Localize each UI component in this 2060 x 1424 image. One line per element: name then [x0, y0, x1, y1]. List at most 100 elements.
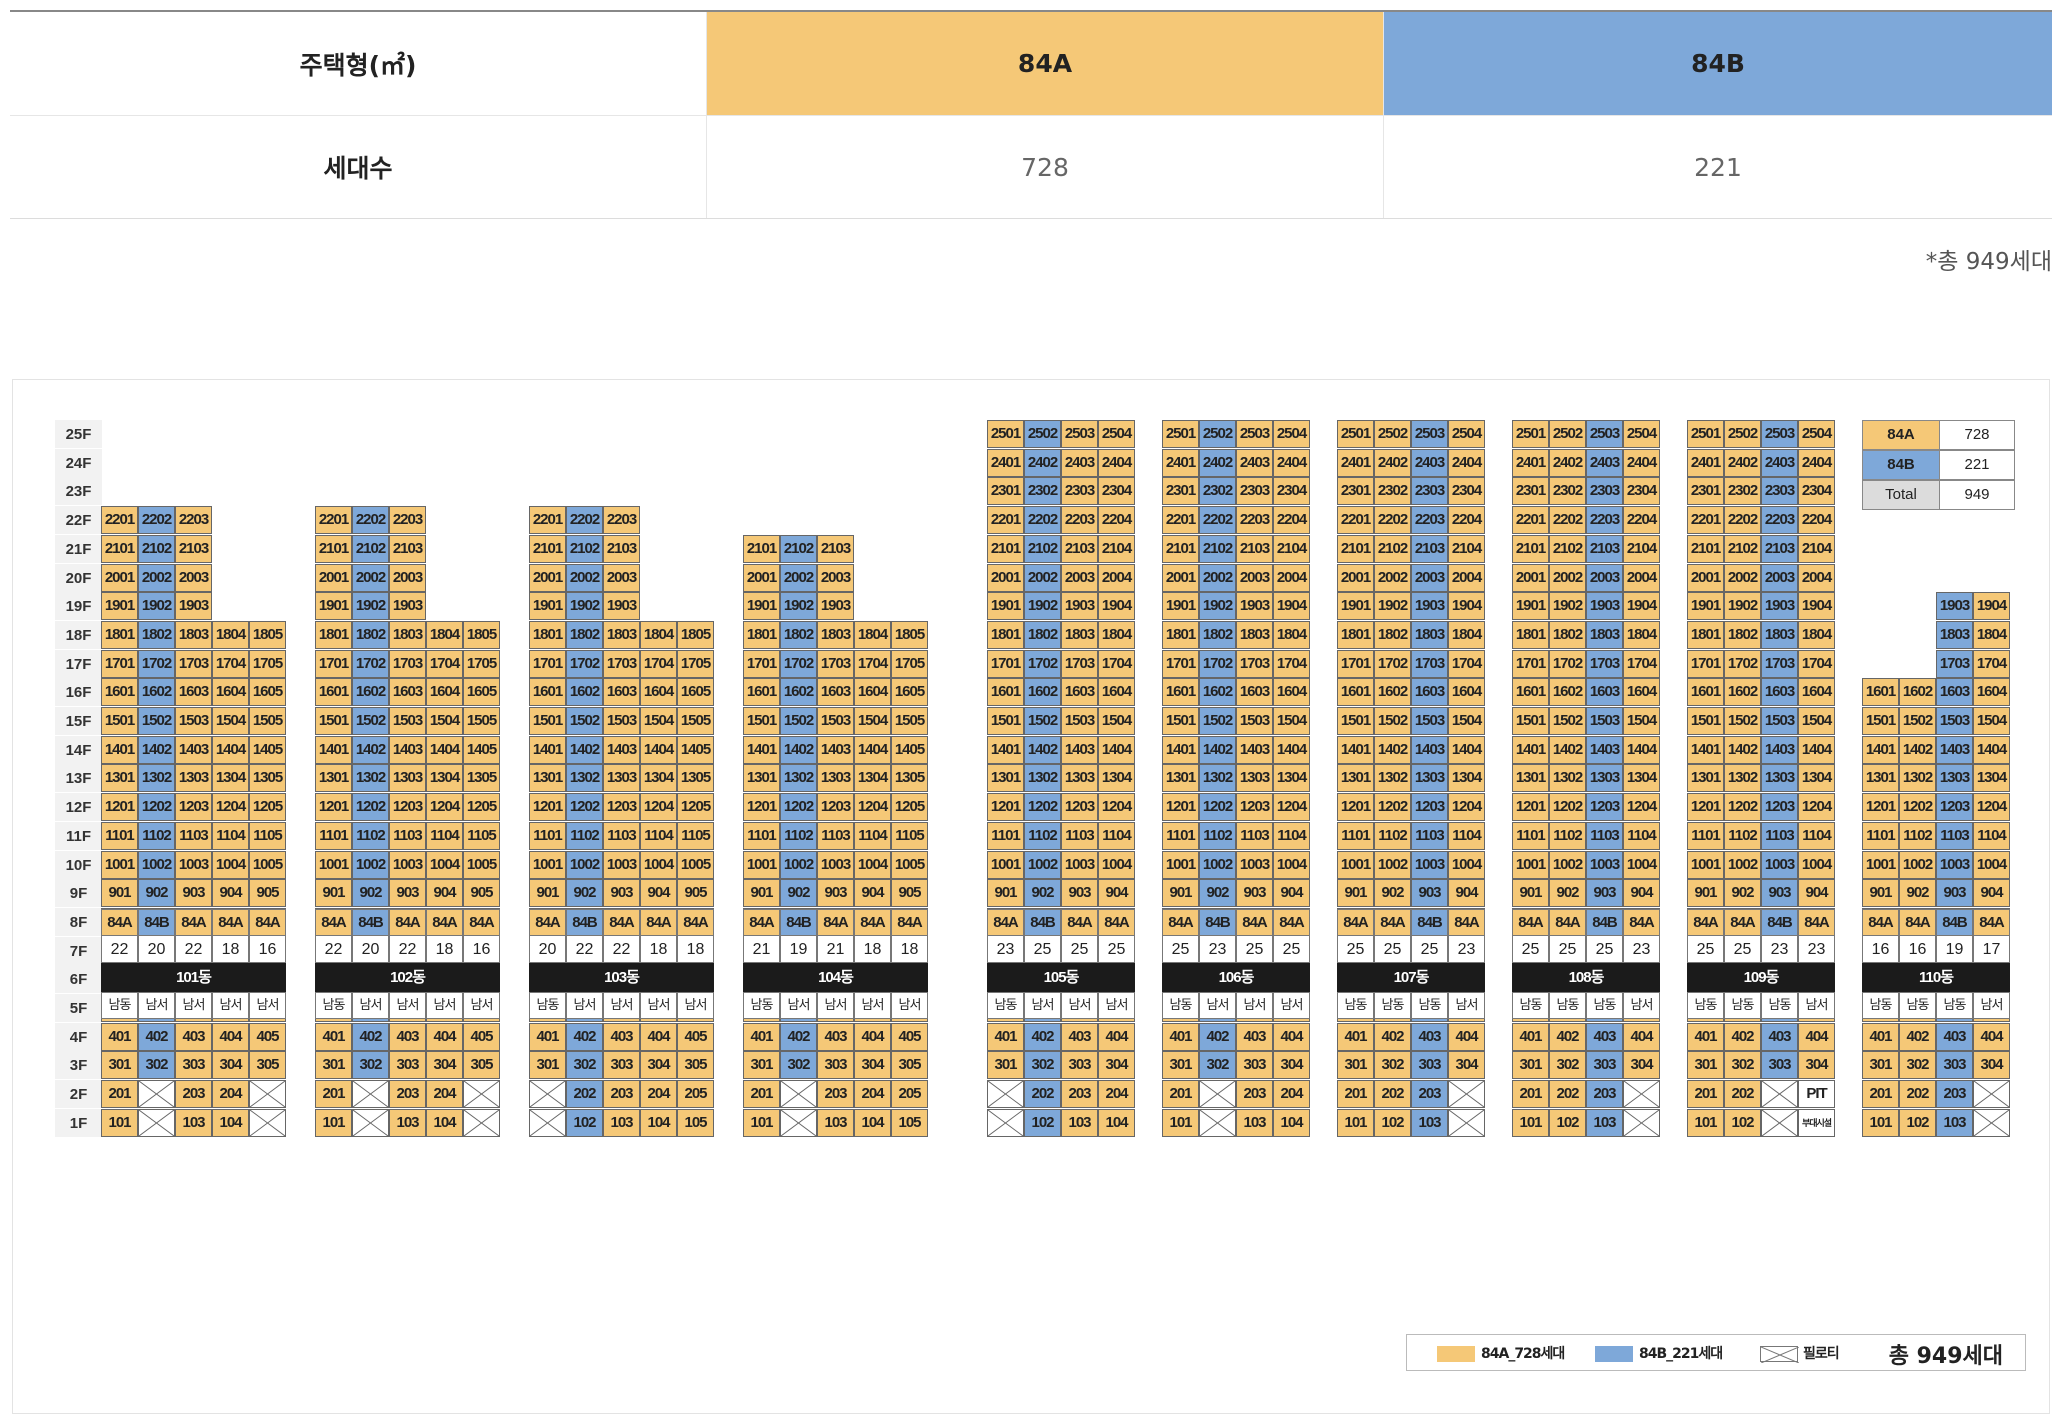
- unit-cell: 1701: [987, 649, 1024, 678]
- legend-piloti-label: 필로티: [1803, 1346, 1840, 1362]
- side-summary-value: 949: [1939, 480, 2015, 510]
- line-direction-label: 남동: [1337, 992, 1374, 1019]
- unit-cell: 2103: [817, 534, 854, 563]
- unit-cell: 2201: [1162, 506, 1199, 535]
- unit-cell: 2202: [138, 506, 175, 535]
- unit-cell: 1002: [1899, 850, 1936, 879]
- line-direction-label: 남서: [463, 992, 500, 1019]
- unit-cell: 2304: [1448, 477, 1485, 506]
- unit-cell: 1901: [987, 592, 1024, 621]
- unit-cell: 2401: [1687, 448, 1724, 477]
- unit-cell: 2502: [1374, 420, 1411, 448]
- unit-cell: 901: [1687, 879, 1724, 908]
- unit-cell: 1703: [1586, 649, 1623, 678]
- floor-label: 2F: [55, 1080, 102, 1110]
- unit-cell: 303: [1761, 1051, 1798, 1080]
- type-84a-count: 728: [706, 115, 1384, 219]
- unit-cell: 405: [249, 1022, 286, 1051]
- unit-cell: 2302: [1549, 477, 1586, 506]
- unit-cell: 904: [1448, 879, 1485, 908]
- unit-cell: 402: [566, 1022, 603, 1051]
- unit-cell: 1803: [1236, 620, 1273, 649]
- unit-cell: 2102: [566, 534, 603, 563]
- unit-cell: 1303: [1061, 764, 1098, 793]
- unit-cell: 1304: [426, 764, 463, 793]
- unit-cell: 1903: [389, 592, 426, 621]
- line-direction-label: 남서: [138, 992, 175, 1019]
- unit-cell: 1202: [1724, 793, 1761, 822]
- unit-cell: 1503: [603, 707, 640, 735]
- unit-cell: 402: [1024, 1022, 1061, 1051]
- unit-cell: 2201: [315, 506, 352, 535]
- line-count-label: 16: [1899, 936, 1936, 963]
- unit-cell: 304: [1973, 1051, 2010, 1080]
- unit-cell: 301: [529, 1051, 566, 1080]
- unit-cell: 203: [175, 1080, 212, 1109]
- unit-cell: 1504: [1798, 707, 1835, 735]
- piloti-cell: [1448, 1108, 1485, 1137]
- unit-cell: 401: [743, 1022, 780, 1051]
- unit-cell: 2101: [987, 534, 1024, 563]
- unit-cell: 1803: [175, 620, 212, 649]
- unit-cell: 2301: [1337, 477, 1374, 506]
- unit-cell: 1203: [389, 793, 426, 822]
- unit-cell: 303: [1236, 1051, 1273, 1080]
- unit-cell: 1301: [529, 764, 566, 793]
- unit-cell: 1601: [315, 678, 352, 707]
- unit-cell: 1904: [1798, 592, 1835, 621]
- unit-cell: 403: [1586, 1022, 1623, 1051]
- unit-cell: 1401: [529, 735, 566, 764]
- unit-cell: 1504: [1623, 707, 1660, 735]
- unit-cell: 105: [891, 1108, 928, 1137]
- unit-cell: 2201: [1512, 506, 1549, 535]
- unit-cell: 1602: [780, 678, 817, 707]
- line-type-label: 84A: [603, 909, 640, 936]
- unit-cell: 201: [315, 1080, 352, 1109]
- line-count-label: 18: [677, 936, 714, 963]
- unit-cell: 1503: [1236, 707, 1273, 735]
- unit-cell: 1405: [463, 735, 500, 764]
- unit-cell: 2304: [1798, 477, 1835, 506]
- unit-cell: 1001: [529, 850, 566, 879]
- unit-cell: 402: [1374, 1022, 1411, 1051]
- unit-cell: 1604: [1448, 678, 1485, 707]
- unit-cell: 1205: [249, 793, 286, 822]
- unit-cell: 1504: [212, 707, 249, 735]
- unit-cell: 1602: [1374, 678, 1411, 707]
- unit-cell: 101: [1862, 1108, 1899, 1137]
- unit-cell: 1501: [987, 707, 1024, 735]
- unit-cell: 1502: [1549, 707, 1586, 735]
- unit-cell: 1401: [1162, 735, 1199, 764]
- line-direction-label: 남서: [1199, 992, 1236, 1019]
- unit-cell: 1002: [566, 850, 603, 879]
- unit-cell: 1502: [352, 707, 389, 735]
- unit-cell: 1505: [677, 707, 714, 735]
- unit-cell: 202: [1374, 1080, 1411, 1109]
- unit-cell: 203: [389, 1080, 426, 1109]
- unit-cell: 902: [566, 879, 603, 908]
- unit-cell: 1304: [1798, 764, 1835, 793]
- unit-cell: 1305: [463, 764, 500, 793]
- unit-cell: 1805: [891, 620, 928, 649]
- unit-cell: 1605: [249, 678, 286, 707]
- unit-cell: 1304: [1973, 764, 2010, 793]
- unit-cell: 2104: [1798, 534, 1835, 563]
- unit-cell: 1703: [1936, 649, 1973, 678]
- unit-cell: 303: [817, 1051, 854, 1080]
- unit-cell: 304: [426, 1051, 463, 1080]
- unit-cell: 2101: [1337, 534, 1374, 563]
- unit-cell: 1805: [249, 620, 286, 649]
- unit-cell: 1704: [212, 649, 249, 678]
- line-type-label: 84A: [426, 909, 463, 936]
- unit-cell: 2301: [1512, 477, 1549, 506]
- unit-cell: 1601: [1512, 678, 1549, 707]
- unit-cell: 1704: [1273, 649, 1310, 678]
- unit-cell: 1902: [1724, 592, 1761, 621]
- unit-cell: 2304: [1273, 477, 1310, 506]
- line-type-label: 84A: [987, 909, 1024, 936]
- piloti-cell: [1761, 1080, 1798, 1109]
- unit-cell: 1102: [1374, 821, 1411, 850]
- unit-cell: 405: [891, 1022, 928, 1051]
- unit-cell: 2004: [1798, 563, 1835, 592]
- unit-cell: 1604: [426, 678, 463, 707]
